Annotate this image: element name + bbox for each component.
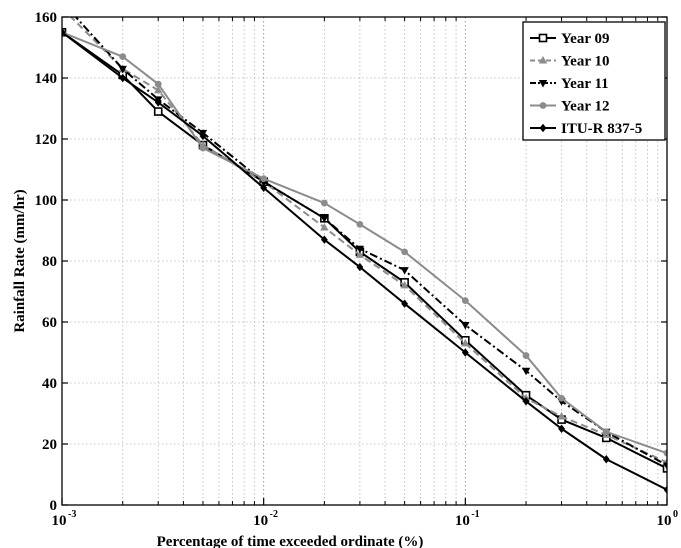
x-tick-label: 10 -3 [52, 509, 77, 529]
data-point [320, 222, 329, 231]
x-tick-label: 10 0 [657, 509, 679, 529]
data-point [58, 0, 66, 6]
y-tick-label: 100 [35, 193, 58, 209]
data-point [663, 485, 667, 494]
legend: Year 09 Year 10 Year 11 Year 12 ITU-R 837-5 [522, 21, 666, 141]
legend-entry: Year 11 [530, 76, 609, 92]
data-point [662, 462, 667, 470]
series-year-12 [62, 28, 667, 457]
data-point [118, 65, 127, 74]
data-point [58, 3, 66, 11]
x-tick-exponent: -3 [68, 509, 76, 520]
data-point [522, 397, 530, 406]
data-point [521, 367, 531, 376]
legend-label: Year 11 [561, 76, 609, 92]
x-tick-base: 10 [52, 513, 67, 529]
data-point [558, 424, 565, 433]
legend-entry: Year 12 [530, 99, 609, 115]
legend-marker [538, 80, 548, 88]
data-point [154, 80, 162, 88]
legend-label: ITU-R 837-5 [561, 121, 642, 137]
data-point [356, 262, 364, 272]
data-point [602, 428, 610, 436]
x-tick-base: 10 [455, 513, 470, 529]
y-tick-label: 40 [42, 376, 57, 392]
data-point [153, 107, 163, 116]
y-axis-label: Rainfall Rate (mm/hr) [12, 189, 28, 332]
legend-entry: Year 09 [530, 31, 609, 47]
data-point [401, 299, 409, 308]
data-point [320, 235, 328, 244]
data-point [400, 267, 409, 275]
data-point [461, 338, 470, 347]
y-tick-label: 20 [42, 437, 57, 453]
x-tick-exponent: 0 [673, 509, 678, 520]
y-tick-label: 140 [35, 71, 58, 87]
x-tick-label: 10 -1 [455, 509, 480, 529]
y-tick-label: 80 [42, 254, 57, 270]
data-point [557, 412, 566, 420]
data-point [260, 183, 268, 192]
data-point [260, 175, 268, 183]
data-point [461, 348, 469, 357]
series-itu-r-837-5 [62, 28, 667, 494]
x-tick-label: 10 -2 [253, 509, 278, 529]
legend-marker [539, 102, 547, 109]
data-point [356, 221, 364, 228]
legend-marker [538, 56, 548, 64]
x-axis-label: Percentage of time exceeded ordinate (%) [157, 534, 424, 548]
legend-label: Year 10 [561, 54, 609, 70]
x-tick-exponent: -1 [471, 509, 479, 520]
data-point [401, 248, 409, 256]
legend-label: Year 12 [561, 99, 609, 115]
legend-entry: ITU-R 837-5 [530, 121, 642, 137]
data-point [154, 98, 162, 107]
data-point [522, 352, 530, 359]
legend-label: Year 09 [561, 31, 609, 47]
data-point [154, 85, 163, 94]
x-tick-exponent: -2 [270, 509, 278, 520]
legend-entry: Year 10 [530, 54, 609, 70]
y-tick-label: 0 [50, 498, 58, 514]
data-point [199, 131, 207, 141]
plot-series [58, 0, 667, 494]
data-point [119, 73, 127, 83]
x-tick-base: 10 [657, 513, 672, 529]
y-tick-label: 60 [42, 315, 57, 331]
y-tick-label: 120 [35, 132, 58, 148]
data-point [320, 215, 329, 223]
data-point [602, 455, 610, 464]
data-point [400, 280, 409, 289]
data-point [355, 245, 365, 254]
data-point [355, 250, 365, 258]
legend-marker [539, 123, 547, 133]
data-point [461, 297, 469, 305]
data-point [119, 53, 127, 61]
data-point [663, 449, 667, 457]
data-point [199, 144, 207, 152]
legend-marker [538, 33, 548, 43]
data-point [62, 28, 66, 37]
y-tick-label: 160 [35, 10, 58, 26]
data-point [662, 464, 667, 473]
x-tick-base: 10 [253, 513, 268, 529]
data-point [320, 199, 328, 207]
data-point [558, 394, 565, 402]
data-point [461, 322, 470, 330]
